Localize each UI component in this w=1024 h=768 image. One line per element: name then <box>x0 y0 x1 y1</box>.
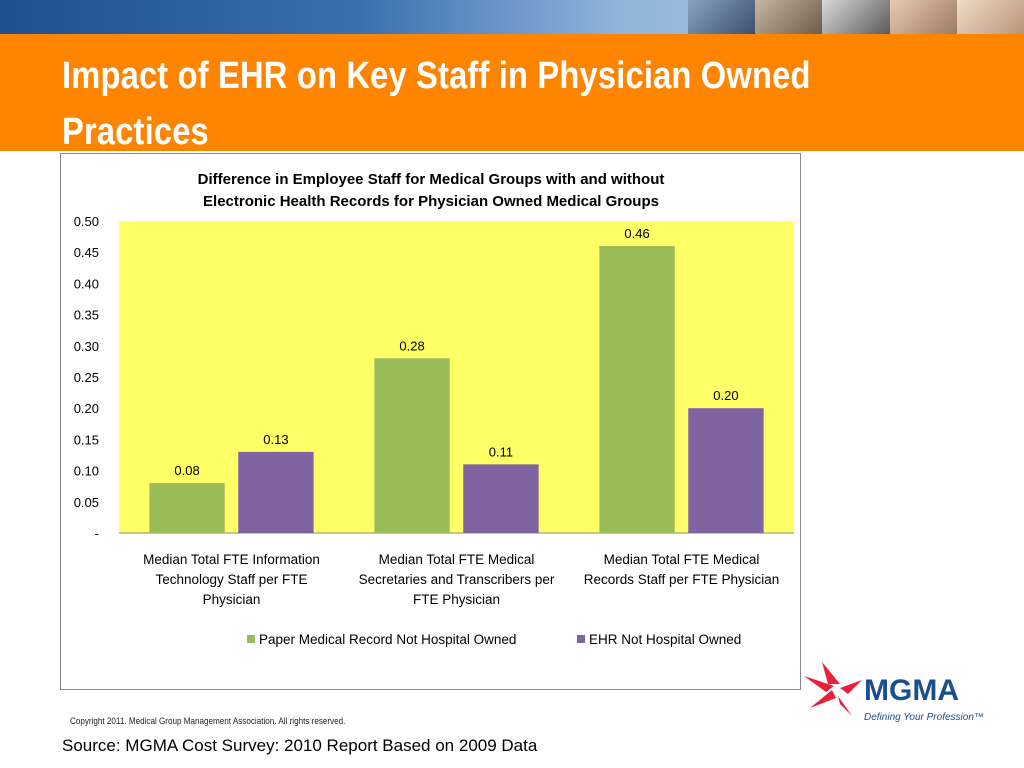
x-tick-label: FTE Physician <box>413 592 500 607</box>
legend-swatch <box>247 635 255 643</box>
y-tick-label: 0.10 <box>74 464 99 479</box>
chart-title: Difference in Employee Staff for Medical… <box>198 171 665 188</box>
x-tick-label: Median Total FTE Medical <box>379 552 535 567</box>
banner-photo <box>822 0 890 34</box>
y-tick-label: 0.35 <box>74 308 99 323</box>
legend-swatch <box>577 635 585 643</box>
y-tick-label: 0.40 <box>74 276 99 291</box>
y-tick-label: 0.25 <box>74 370 99 385</box>
x-tick-label: Median Total FTE Medical <box>604 552 760 567</box>
data-label: 0.08 <box>174 463 199 478</box>
data-label: 0.28 <box>399 338 424 353</box>
copyright-text: Copyright 2011. Medical Group Management… <box>70 716 346 726</box>
x-tick-label: Secretaries and Transcribers per <box>359 572 555 587</box>
y-tick-label: 0.30 <box>74 339 99 354</box>
y-tick-label: 0.15 <box>74 432 99 447</box>
logo-tagline: Defining Your Profession™ <box>864 712 984 723</box>
logo-wordmark: MGMA <box>864 674 959 707</box>
bar <box>463 464 539 533</box>
y-tick-label: 0.45 <box>74 245 99 260</box>
x-tick-label: Physician <box>203 592 261 607</box>
plot-area <box>119 221 794 533</box>
bar <box>149 483 225 533</box>
source-text: Source: MGMA Cost Survey: 2010 Report Ba… <box>62 736 538 755</box>
legend-label: EHR Not Hospital Owned <box>589 632 741 647</box>
slide-title: Impact of EHR on Key Staff in Physician … <box>62 55 811 153</box>
y-tick-label: 0.05 <box>74 495 99 510</box>
photo-banner <box>688 0 1024 34</box>
y-tick-label: 0.20 <box>74 401 99 416</box>
banner-photo <box>889 0 957 34</box>
chart-title: Electronic Health Records for Physician … <box>203 193 659 210</box>
y-tick-label: 0.50 <box>74 214 99 229</box>
chart-container: Difference in Employee Staff for Medical… <box>60 153 801 690</box>
legend-label: Paper Medical Record Not Hospital Owned <box>259 632 516 647</box>
mgma-logo: MGMA Defining Your Profession™ <box>804 662 984 723</box>
data-label: 0.20 <box>713 388 738 403</box>
title-band <box>0 34 1024 151</box>
banner-photo <box>755 0 823 34</box>
banner-photo <box>688 0 756 34</box>
x-tick-label: Technology Staff per FTE <box>155 572 307 587</box>
data-label: 0.11 <box>489 444 513 459</box>
star-burst-icon <box>804 662 862 716</box>
x-tick-label: Median Total FTE Information <box>143 552 320 567</box>
bar <box>688 408 764 533</box>
x-tick-label: Records Staff per FTE Physician <box>584 572 780 587</box>
data-label: 0.46 <box>624 226 649 241</box>
bar <box>374 358 450 533</box>
bar <box>599 245 675 533</box>
bar-chart: Difference in Employee Staff for Medical… <box>74 171 794 647</box>
y-tick-label: - <box>95 526 99 541</box>
bar <box>238 451 314 533</box>
data-label: 0.13 <box>263 432 288 447</box>
banner-photo <box>956 0 1024 34</box>
